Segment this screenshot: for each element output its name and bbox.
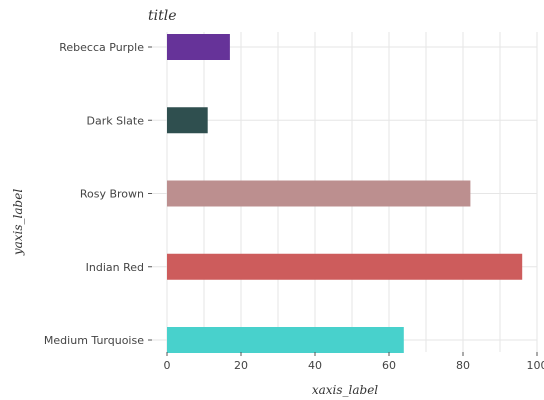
y-tick-label: Medium Turquoise [44, 334, 144, 347]
bar [167, 327, 404, 353]
x-tick-label: 60 [382, 359, 396, 372]
x-tick-label: 40 [308, 359, 322, 372]
y-axis-label: yaxis_label [11, 189, 25, 256]
bar [167, 253, 523, 280]
x-axis-ticks: 0 20 40 60 80 100 [164, 352, 544, 372]
bar [167, 107, 208, 134]
x-axis-label: xaxis_label [312, 383, 378, 397]
bars [167, 34, 523, 353]
y-tick-label: Rebecca Purple [59, 41, 144, 54]
y-tick-label: Dark Slate [87, 114, 145, 127]
y-tick-label: Rosy Brown [80, 188, 144, 201]
y-axis-ticks: Medium Turquoise Indian Red Rosy Brown Dark… [44, 41, 152, 347]
x-tick-label: 80 [456, 359, 470, 372]
bar [167, 180, 471, 207]
x-tick-label: 20 [234, 359, 248, 372]
chart-title: title [148, 8, 177, 24]
bar [167, 34, 230, 60]
x-tick-label: 0 [164, 359, 171, 372]
y-tick-label: Indian Red [86, 261, 144, 274]
x-tick-label: 100 [527, 359, 544, 372]
